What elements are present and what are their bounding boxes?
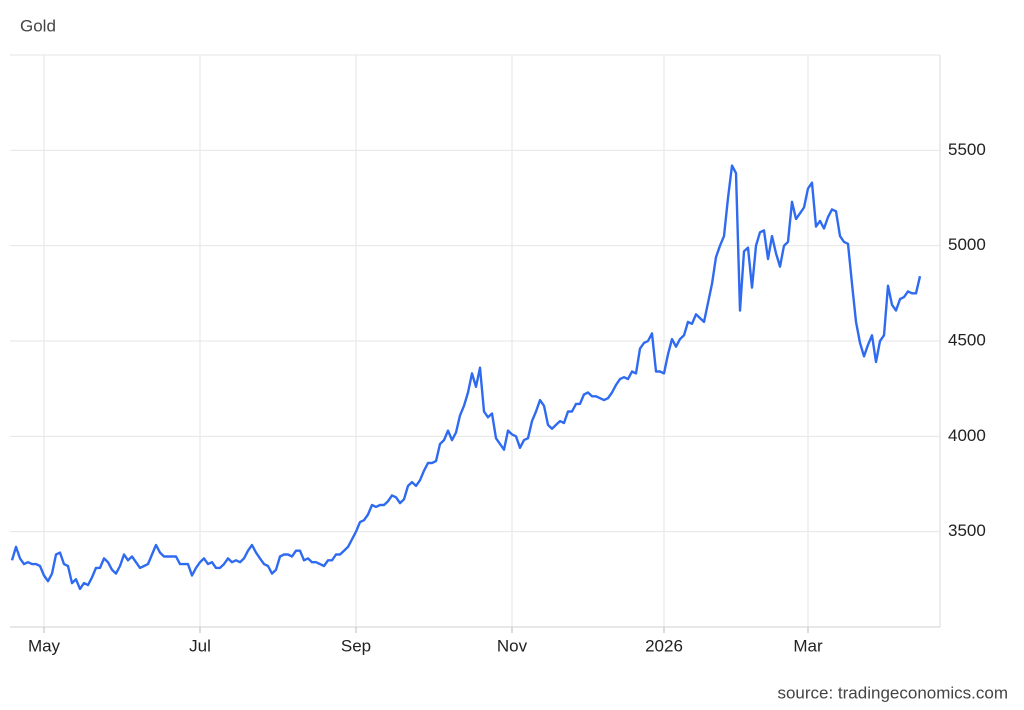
x-tick-label: Nov — [497, 636, 528, 655]
x-tick-label: Sep — [341, 636, 371, 655]
x-tick-label: Mar — [793, 636, 823, 655]
x-tick-label: May — [28, 636, 61, 655]
y-tick-label: 5000 — [948, 235, 986, 254]
y-tick-label: 4500 — [948, 330, 986, 349]
y-tick-label: 5500 — [948, 140, 986, 159]
y-tick-label: 4000 — [948, 426, 986, 445]
source: source: tradingeconomics.com — [777, 683, 1008, 702]
x-tick-label: 2026 — [645, 636, 683, 655]
x-tick-label: Jul — [189, 636, 211, 655]
chart-title: Gold — [20, 16, 56, 35]
series-line — [10, 164, 922, 591]
y-tick-label: 3500 — [948, 521, 986, 540]
